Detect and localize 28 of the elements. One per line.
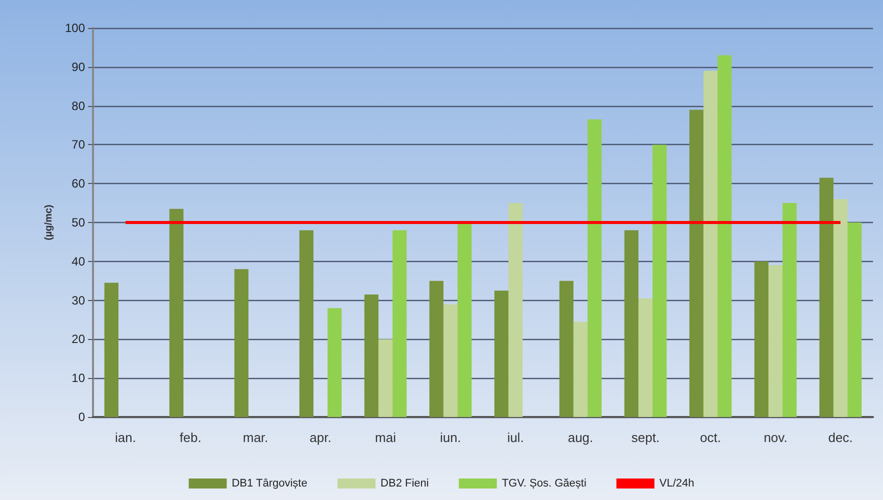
x-tick-label: sept. (631, 430, 660, 445)
x-tick-label: mai (375, 430, 396, 445)
x-tick-label: dec. (828, 430, 853, 445)
x-tick-label: apr. (310, 430, 332, 445)
y-tick-label: 70 (72, 138, 86, 152)
y-tick-label: 20 (72, 332, 86, 346)
y-tick-label: 40 (72, 254, 86, 268)
x-tick-label: oct. (700, 430, 721, 445)
y-tick-label: 80 (72, 98, 86, 113)
legend-label: DB1 Târgoviște (232, 478, 308, 490)
x-tick-label: feb. (180, 430, 202, 445)
legend-label: DB2 Fieni (380, 478, 429, 490)
x-tick-label: iul. (507, 430, 524, 445)
x-tick-label: mar. (242, 430, 268, 445)
y-tick-label: 50 (72, 216, 86, 230)
y-tick-label: 0 (78, 410, 86, 424)
legend-label: VL/24h (659, 478, 694, 490)
y-axis-title: (µg/mc) (44, 204, 55, 240)
y-tick-label: 60 (72, 176, 86, 191)
x-tick-label: ian. (115, 430, 136, 445)
x-tick-label: iun. (440, 430, 461, 445)
y-tick-label: 100 (64, 21, 86, 35)
y-tick-label: 10 (72, 371, 86, 386)
y-tick-label: 30 (72, 293, 86, 308)
y-tick-label: 90 (72, 60, 86, 74)
x-tick-label: aug. (568, 430, 594, 445)
x-tick-label: nov. (764, 430, 788, 445)
legend-label: TGV. Șos. Găești (502, 478, 586, 490)
